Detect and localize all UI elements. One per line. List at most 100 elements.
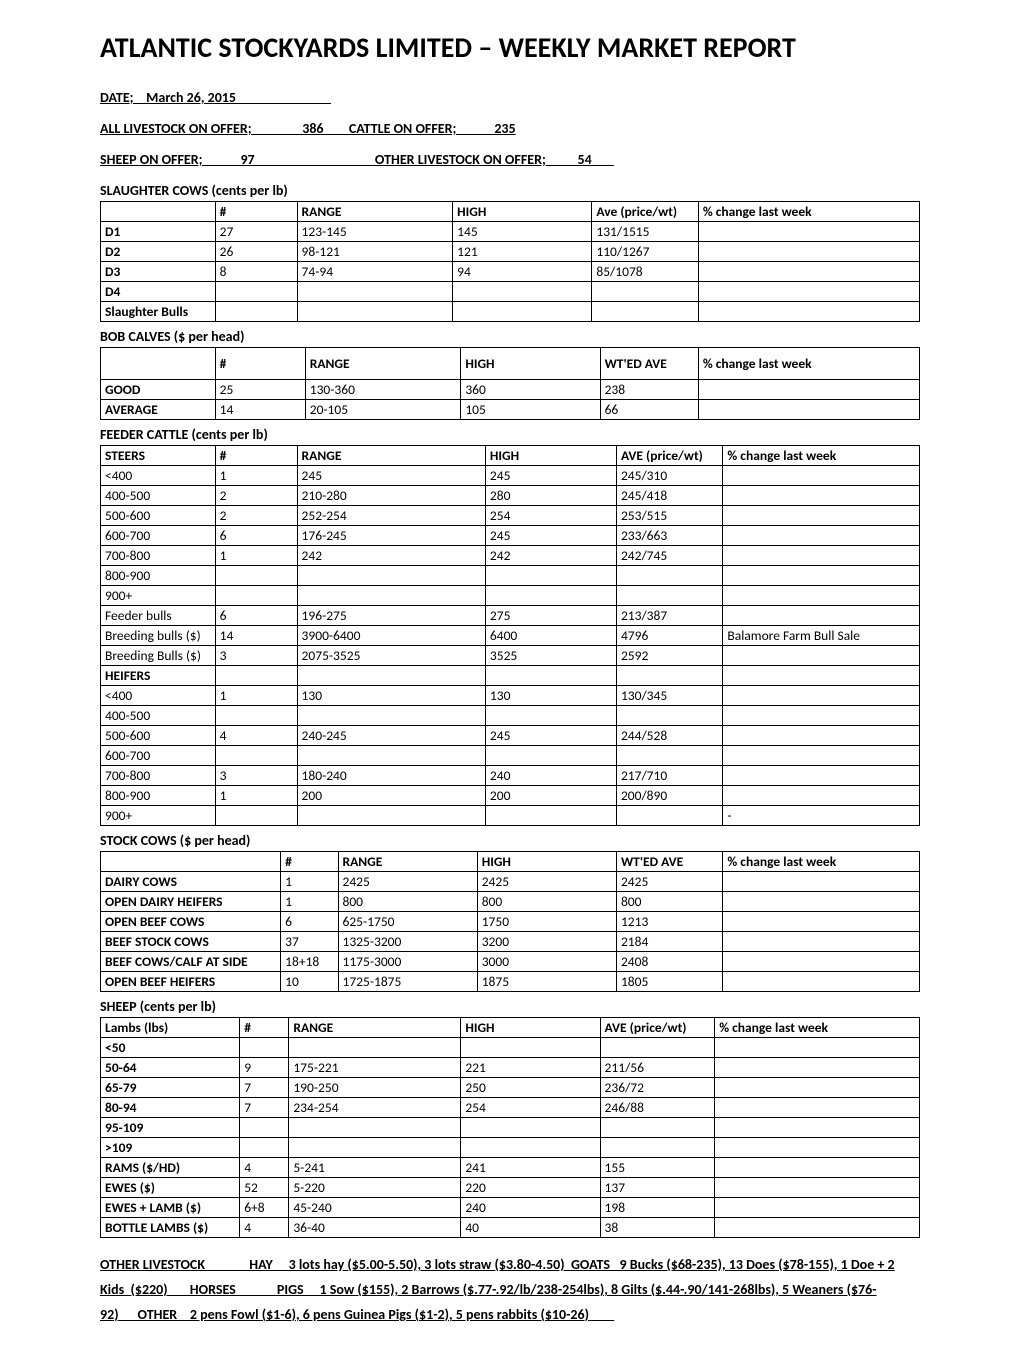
table-cell <box>723 586 920 606</box>
table-cell <box>215 746 297 766</box>
table-cell: 2425 <box>477 872 616 892</box>
table-cell <box>723 726 920 746</box>
table-row: EWES ($)525-220220137 <box>101 1178 920 1198</box>
table-row: D3874-949485/1078 <box>101 262 920 282</box>
table-cell: 1875 <box>477 972 616 992</box>
table-cell: 1213 <box>616 912 722 932</box>
table-cell: Balamore Farm Bull Sale <box>723 626 920 646</box>
table-cell <box>297 666 485 686</box>
data-table: #RANGEHIGHWT'ED AVE% change last weekDAI… <box>100 851 920 992</box>
table-cell <box>289 1038 461 1058</box>
table-cell: 137 <box>600 1178 715 1198</box>
table-cell: 1 <box>281 872 338 892</box>
table-cell <box>616 666 722 686</box>
table-cell: 800-900 <box>101 566 216 586</box>
table-cell <box>723 872 920 892</box>
table-cell: 245 <box>297 466 485 486</box>
column-header: # <box>215 446 297 466</box>
table-cell <box>616 566 722 586</box>
table-cell <box>723 566 920 586</box>
table-cell: DAIRY COWS <box>101 872 281 892</box>
column-header: HIGH <box>485 446 616 466</box>
table-cell: 3 <box>215 766 297 786</box>
table-cell: 2592 <box>616 646 722 666</box>
table-row: GOOD25130-360360238 <box>101 380 920 400</box>
column-header: HIGH <box>453 202 592 222</box>
table-row: HEIFERS <box>101 666 920 686</box>
table-cell: 196-275 <box>297 606 485 626</box>
table-cell <box>723 952 920 972</box>
table-row: 900+- <box>101 806 920 826</box>
column-header: Ave (price/wt) <box>592 202 698 222</box>
table-row: 80-947234-254254246/88 <box>101 1098 920 1118</box>
table-cell: 9 <box>240 1058 289 1078</box>
table-row: RAMS ($/HD)45-241241155 <box>101 1158 920 1178</box>
table-cell: 26 <box>215 242 297 262</box>
table-cell <box>698 302 919 322</box>
table-row: 800-9001200200200/890 <box>101 786 920 806</box>
table-row: 50-649175-221221211/56 <box>101 1058 920 1078</box>
table-cell <box>715 1038 920 1058</box>
column-header: % change last week <box>715 1018 920 1038</box>
table-cell: 5-220 <box>289 1178 461 1198</box>
table-cell <box>453 282 592 302</box>
table-cell: D3 <box>101 262 216 282</box>
column-header <box>101 348 216 380</box>
table-cell <box>616 746 722 766</box>
table-cell <box>715 1118 920 1138</box>
table-cell <box>723 686 920 706</box>
page-title: ATLANTIC STOCKYARDS LIMITED – WEEKLY MAR… <box>100 30 920 65</box>
table-cell: EWES + LAMB ($) <box>101 1198 240 1218</box>
table-cell <box>723 766 920 786</box>
table-cell: 1725-1875 <box>338 972 477 992</box>
table-cell: 240-245 <box>297 726 485 746</box>
table-cell: 14 <box>215 626 297 646</box>
table-cell <box>215 566 297 586</box>
table-cell: 400-500 <box>101 486 216 506</box>
column-header: # <box>215 202 297 222</box>
table-cell: OPEN DAIRY HEIFERS <box>101 892 281 912</box>
column-header: WT'ED AVE <box>616 852 722 872</box>
table-cell: 40 <box>461 1218 600 1238</box>
table-cell: 245 <box>485 726 616 746</box>
table-cell: 20-105 <box>305 400 461 420</box>
table-cell: 280 <box>485 486 616 506</box>
column-header: % change last week <box>723 446 920 466</box>
table-row: 65-797190-250250236/72 <box>101 1078 920 1098</box>
column-header: RANGE <box>338 852 477 872</box>
table-cell <box>297 566 485 586</box>
table-row: 400-500 <box>101 706 920 726</box>
section-title: SHEEP (cents per lb) <box>100 998 920 1015</box>
table-cell: 18+18 <box>281 952 338 972</box>
table-row: OPEN BEEF COWS6625-175017501213 <box>101 912 920 932</box>
table-cell <box>723 892 920 912</box>
table-row: >109 <box>101 1138 920 1158</box>
table-cell: 1 <box>281 892 338 912</box>
section-title: STOCK COWS ($ per head) <box>100 832 920 849</box>
table-cell <box>600 1038 715 1058</box>
column-header: RANGE <box>305 348 461 380</box>
table-cell: 253/515 <box>616 506 722 526</box>
table-cell <box>461 1038 600 1058</box>
column-header: RANGE <box>297 446 485 466</box>
table-cell: 6400 <box>485 626 616 646</box>
table-cell: 2075-3525 <box>297 646 485 666</box>
data-table: Lambs (lbs)#RANGEHIGHAVE (price/wt)% cha… <box>100 1017 920 1238</box>
table-cell: 1175-3000 <box>338 952 477 972</box>
table-cell: 250 <box>461 1078 600 1098</box>
column-header: % change last week <box>698 348 919 380</box>
table-cell <box>723 972 920 992</box>
table-cell: 245 <box>485 466 616 486</box>
data-table: STEERS#RANGEHIGHAVE (price/wt)% change l… <box>100 445 920 826</box>
table-cell: 233/663 <box>616 526 722 546</box>
column-header: Lambs (lbs) <box>101 1018 240 1038</box>
table-cell: 7 <box>240 1098 289 1118</box>
table-cell: 94 <box>453 262 592 282</box>
table-cell: >109 <box>101 1138 240 1158</box>
table-cell: <400 <box>101 466 216 486</box>
column-header: # <box>240 1018 289 1038</box>
table-cell: 10 <box>281 972 338 992</box>
table-cell <box>715 1158 920 1178</box>
table-cell <box>715 1178 920 1198</box>
table-cell: 500-600 <box>101 726 216 746</box>
